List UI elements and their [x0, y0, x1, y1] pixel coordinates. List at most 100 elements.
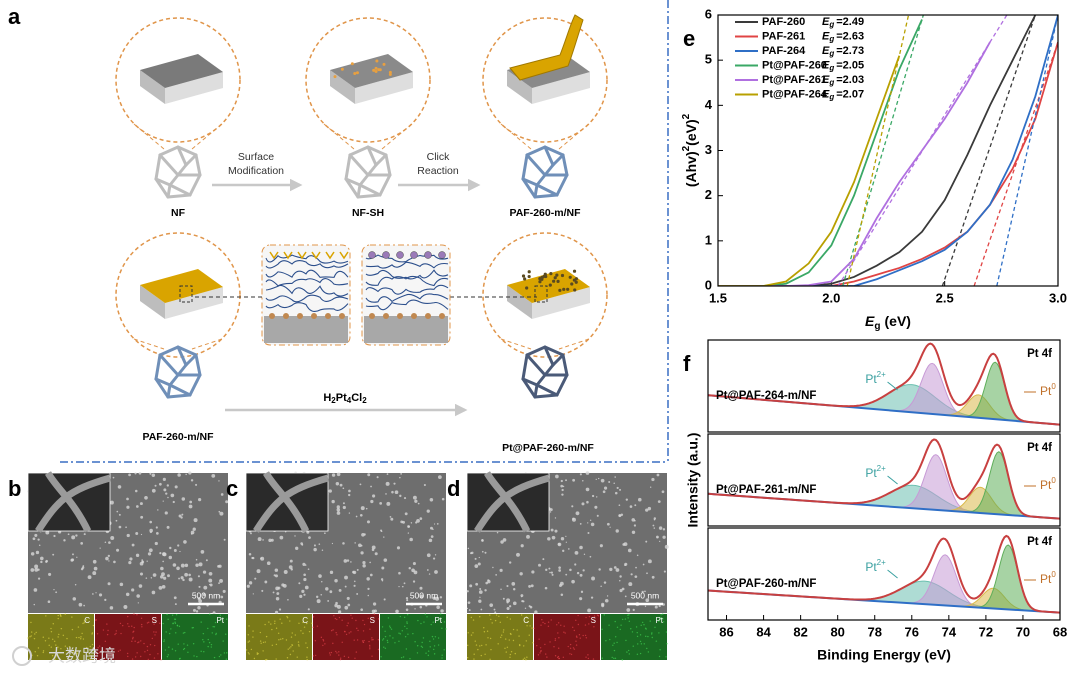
particle	[467, 547, 470, 550]
eds-signal	[486, 630, 489, 632]
eds-signal	[417, 619, 419, 622]
eds-signal	[57, 636, 59, 638]
particle	[163, 488, 167, 492]
eds-signal	[171, 614, 174, 616]
eds-signal	[427, 654, 430, 657]
network-strut	[525, 153, 547, 177]
eds-signal	[119, 622, 122, 625]
particle	[436, 523, 439, 525]
eds-signal	[556, 624, 558, 626]
zoom-guide	[191, 338, 223, 350]
eds-signal	[289, 653, 292, 656]
eds-signal	[613, 642, 615, 644]
eds-signal	[523, 645, 525, 647]
eds-signal	[108, 651, 110, 653]
eds-signal	[569, 653, 571, 655]
particle	[548, 567, 551, 570]
eds-signal	[636, 653, 639, 655]
network-strut	[543, 163, 555, 177]
eg-symbol: E	[822, 74, 830, 86]
eds-signal	[338, 654, 340, 656]
eds-signal	[140, 617, 143, 620]
network-strut	[378, 173, 392, 197]
eds-signal	[58, 633, 60, 636]
particle	[362, 564, 366, 568]
legend-eg: Eg =2.03	[822, 74, 864, 87]
eds-signal	[148, 621, 150, 624]
particle	[614, 491, 618, 495]
particle	[595, 478, 597, 481]
eds-signal	[614, 620, 616, 623]
particle	[360, 608, 363, 612]
eds-signal	[59, 613, 62, 616]
particle	[315, 595, 319, 599]
eds-signal	[542, 621, 544, 624]
particle	[495, 574, 498, 576]
eds-signal	[593, 626, 595, 628]
particle	[594, 505, 598, 509]
particle	[621, 587, 625, 591]
particle	[367, 587, 370, 591]
particle	[34, 564, 39, 569]
eds-signal	[527, 620, 529, 623]
particle	[624, 595, 627, 598]
particle	[80, 542, 84, 545]
particle	[637, 497, 642, 502]
particle	[576, 571, 580, 575]
particle	[170, 493, 175, 498]
particle	[579, 522, 582, 525]
particle	[409, 537, 413, 542]
eds-signal	[473, 653, 475, 655]
particle	[551, 535, 556, 540]
eds-signal	[350, 631, 352, 633]
eds-signal	[30, 621, 32, 624]
pt-dot	[555, 273, 559, 277]
polymer-chain	[265, 284, 349, 297]
particle	[337, 610, 342, 614]
eds-signal	[328, 652, 331, 654]
eds-signal	[53, 640, 56, 643]
eds-signal	[177, 643, 179, 645]
eg-sub: g	[828, 64, 834, 73]
eds-signal	[220, 654, 222, 656]
eds-signal	[60, 615, 62, 617]
eds-signal	[85, 619, 88, 621]
particle	[352, 570, 355, 574]
eds-signal	[549, 641, 551, 643]
eds-signal	[544, 622, 546, 625]
particle	[631, 530, 636, 535]
particle	[353, 584, 356, 587]
particle	[355, 515, 358, 518]
eds-signal	[200, 650, 202, 653]
eds-signal	[131, 640, 133, 643]
particle	[82, 565, 85, 567]
eds-signal	[557, 632, 559, 634]
particle	[131, 543, 135, 547]
eds-signal	[382, 638, 385, 640]
particle	[600, 585, 602, 588]
eds-signal	[146, 622, 149, 624]
particle	[331, 542, 334, 545]
network-strut	[176, 145, 198, 157]
particle	[338, 588, 342, 592]
zoom-guide	[558, 338, 590, 350]
particle	[484, 589, 487, 592]
eds-signal	[403, 616, 406, 619]
eds-signal	[213, 626, 216, 628]
particle	[342, 505, 346, 510]
eds-signal	[33, 637, 36, 640]
particle	[408, 566, 411, 570]
x-tick-label: 3.0	[1049, 290, 1067, 305]
eds-signal	[102, 629, 105, 631]
particle	[30, 568, 35, 572]
eds-signal	[89, 645, 91, 648]
scale-label: 500 nm	[631, 590, 659, 600]
particle	[658, 604, 661, 608]
network-strut	[561, 353, 569, 377]
particle	[268, 538, 272, 543]
eds-signal	[489, 614, 491, 616]
network-strut	[555, 173, 569, 197]
particle	[426, 569, 429, 571]
anchor	[269, 313, 275, 319]
particle	[202, 593, 206, 597]
